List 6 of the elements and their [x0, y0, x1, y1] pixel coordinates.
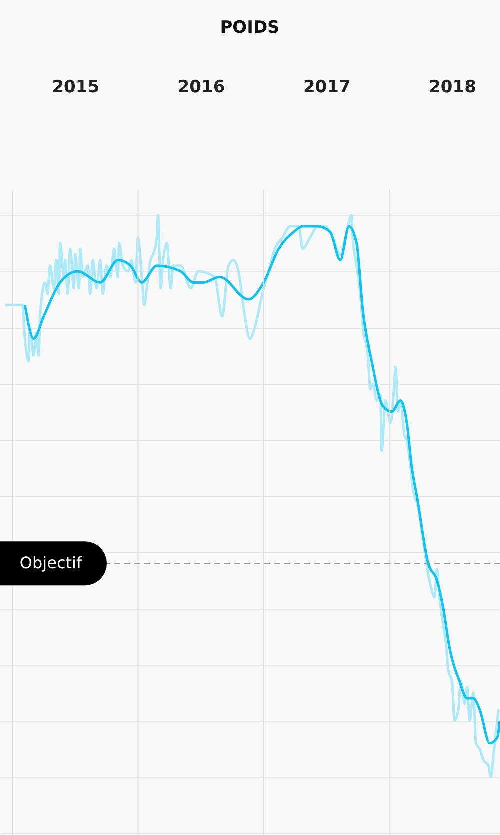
x-tick-label: 2015 [52, 78, 100, 98]
chart-title: POIDS [220, 18, 280, 38]
ref-line-label: Objectif [20, 554, 82, 573]
x-tick-label: 2018 [429, 78, 476, 98]
x-tick-label: 2017 [303, 78, 351, 98]
x-tick-label: 2016 [178, 78, 226, 98]
